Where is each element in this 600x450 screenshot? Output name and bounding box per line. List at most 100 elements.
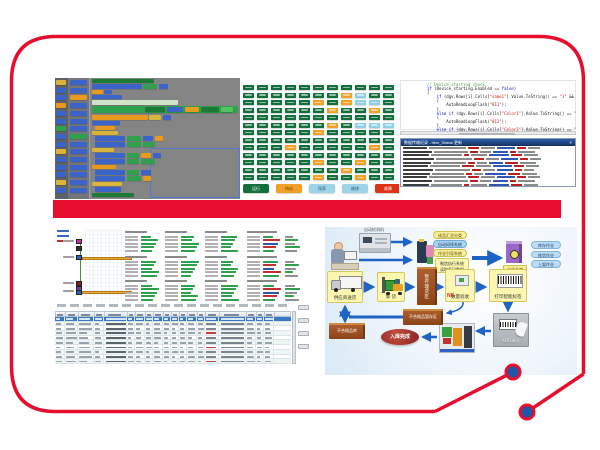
palette-block — [70, 126, 87, 132]
script-block — [95, 136, 125, 141]
palette-block — [70, 157, 87, 162]
kv-label-bar — [205, 274, 218, 278]
kv-value-bar — [221, 284, 238, 287]
status-cell — [243, 175, 254, 181]
table-cell — [135, 354, 145, 359]
kv-value-bar — [263, 264, 276, 267]
table-header-cell — [146, 312, 154, 316]
table-cell — [104, 359, 127, 363]
status-cell — [327, 160, 338, 166]
scrollbar-thumb — [459, 132, 515, 135]
table-cell — [219, 331, 246, 335]
status-cell — [299, 152, 310, 158]
kv-extra-bar — [285, 267, 296, 270]
status-cell — [271, 175, 282, 181]
palette-block — [70, 141, 87, 147]
table-header-cell — [188, 312, 198, 316]
kv-label-bar — [165, 284, 178, 287]
status-cell — [355, 92, 366, 98]
status-cell — [355, 160, 366, 166]
status-cell — [327, 152, 338, 158]
table-cell — [78, 359, 94, 363]
script-block — [127, 153, 139, 158]
table-cell — [78, 317, 94, 321]
script-block — [92, 84, 142, 89]
table-cell — [205, 331, 219, 335]
palette-block — [70, 80, 87, 85]
table-cell — [264, 349, 274, 354]
kv-value-bar — [141, 235, 151, 238]
table-cell — [205, 335, 219, 340]
kv-value-bar — [263, 288, 281, 291]
table-cell — [256, 349, 264, 354]
table-cell — [187, 359, 197, 363]
kv-extra-bar — [285, 271, 293, 274]
table-cell — [246, 349, 256, 354]
log-row — [401, 183, 575, 187]
table-cell — [104, 340, 127, 345]
status-cell — [243, 92, 254, 98]
script-block — [221, 107, 233, 112]
horizontal-scrollbar — [400, 131, 576, 135]
table-header-cell — [247, 312, 257, 316]
status-cell — [271, 107, 282, 113]
kv-value-bar — [221, 295, 232, 298]
palette-strip-block — [56, 187, 66, 193]
inbound-complete-ellipse: 入库完成 — [381, 329, 419, 345]
table-cell — [65, 335, 78, 340]
kv-label-bar — [205, 291, 218, 294]
status-cell — [299, 107, 310, 113]
table-cell — [171, 359, 179, 363]
status-cell — [327, 85, 338, 91]
kv-value-bar — [263, 246, 276, 249]
table-cell — [104, 331, 127, 335]
truck-icon — [331, 276, 362, 292]
status-cell — [341, 137, 352, 143]
palette-block — [70, 103, 87, 109]
kv-label-bar — [205, 298, 218, 302]
table-cell — [264, 335, 274, 340]
code-line: if (dgv.Rows[i].Cells["name1"].Value.ToS… — [436, 94, 574, 100]
kv-extra-bar — [285, 246, 300, 249]
script-block — [95, 176, 125, 181]
table-cell — [197, 321, 205, 326]
status-cell — [383, 137, 394, 143]
script-block — [95, 126, 115, 130]
code-line: else if (dgv.Rows[i].Cells["Color1"].Val… — [436, 110, 576, 116]
table-cell — [127, 354, 135, 359]
table-cell — [264, 321, 274, 326]
palette-block — [70, 164, 87, 170]
table-cell — [171, 321, 179, 326]
kv-value-bar — [181, 246, 197, 249]
status-cell — [285, 100, 296, 106]
kv-value-bar — [141, 249, 152, 253]
column-tick — [161, 304, 170, 307]
status-cell — [313, 137, 324, 143]
status-cell — [299, 137, 310, 143]
table-cell — [197, 340, 205, 345]
kv-label-bar — [247, 264, 260, 267]
status-cell — [313, 85, 324, 91]
status-cell — [383, 145, 394, 151]
status-cell — [341, 107, 352, 113]
table-cell — [246, 335, 256, 340]
kv-label-bar — [165, 260, 178, 263]
kv-value-bar — [181, 267, 195, 270]
table-cell — [127, 335, 135, 340]
table-header-cell — [206, 312, 220, 316]
kv-header-bar — [125, 256, 147, 259]
palette-strip-block — [56, 95, 66, 101]
kv-value-bar — [181, 242, 199, 245]
kv-value-bar — [181, 249, 195, 253]
script-block — [143, 176, 151, 181]
script-block — [127, 142, 141, 147]
status-cell — [383, 85, 394, 91]
table-cell — [153, 317, 163, 321]
script-block — [92, 148, 114, 152]
mini-legend-line — [57, 235, 69, 237]
log-window-title: 数据传输纪录 - Item_Status 更新 — [404, 140, 463, 145]
script-block — [163, 115, 171, 120]
palette-strip-block — [56, 172, 66, 178]
kv-label-bar — [247, 267, 260, 270]
kv-label-bar — [125, 274, 138, 278]
